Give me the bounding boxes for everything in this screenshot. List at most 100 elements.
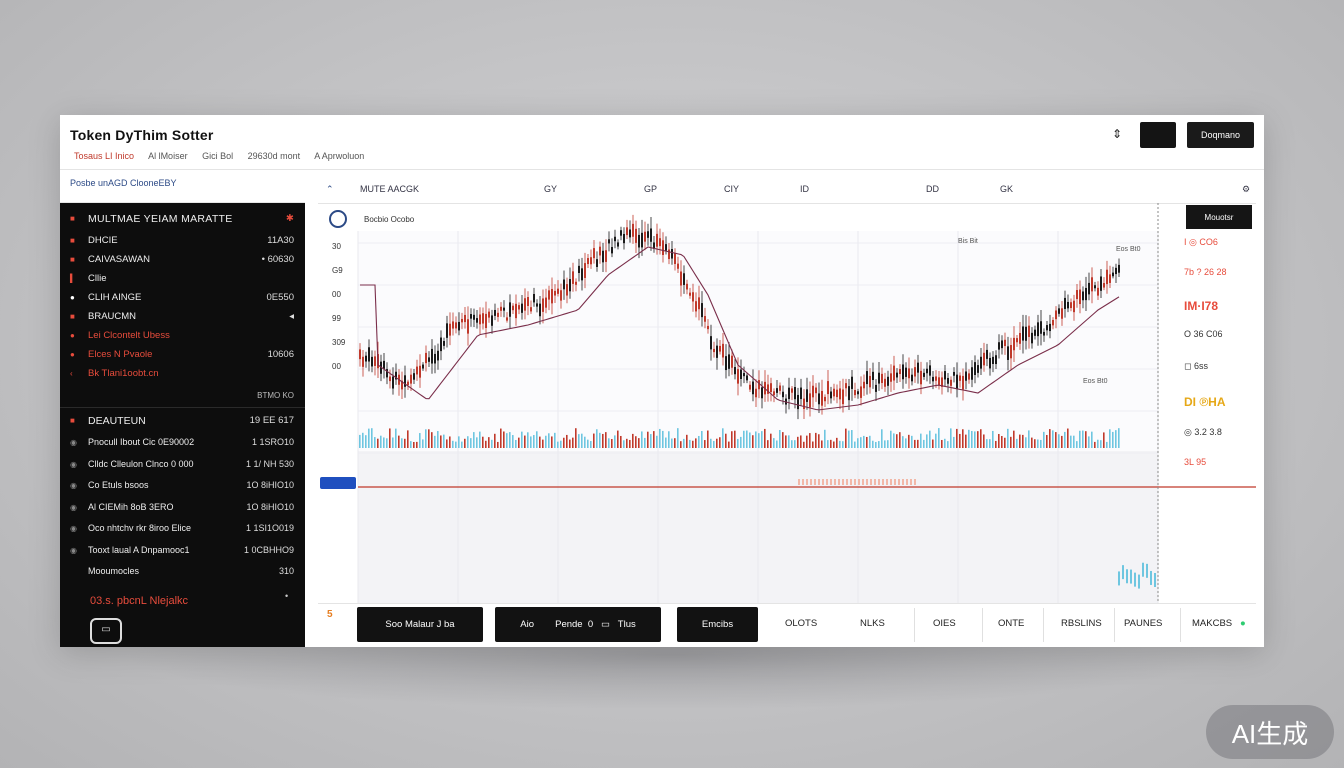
volume-bar [614,435,616,448]
indicator-bar [826,479,828,485]
header-action-button[interactable]: Doqmano [1187,122,1254,148]
sidebar-item[interactable]: ● Elces N Pvaole 10606 [60,347,305,365]
right-panel-row[interactable]: IM·I78 [1184,299,1219,313]
profile-button[interactable] [1140,122,1176,148]
sidebar-item[interactable]: ● CLIH AINGE 0E550 [60,290,305,308]
tab-4[interactable]: ONTE [998,618,1025,629]
candle-body [716,345,718,358]
sidebar-item[interactable]: Mooumocles 310 [60,564,305,582]
sidebar-item[interactable]: ◉ Co Etuls bsoos 1O 8iHIO10 [60,478,305,496]
candle-body [545,297,547,308]
tab-2[interactable]: NLKS [860,618,885,629]
right-panel-button[interactable]: Mouotsr [1186,205,1252,229]
chart-tool-1[interactable]: MUTE AACGK [360,184,420,194]
right-panel-row[interactable]: I ◎ CO6 [1184,237,1218,247]
sidebar-top-link[interactable]: Posbe unAGD ClooneEBY [70,178,177,188]
candle-body [488,311,490,318]
volume-bar [788,435,790,448]
sidebar-item[interactable]: ■ CAIVASAWAN • 60630 [60,252,305,270]
candle-body [743,373,745,377]
volume-bar [446,439,448,448]
right-panel-row[interactable]: ◎ 3.2 3.8 [1184,427,1222,437]
tab-divider [1114,608,1115,642]
candle-body [668,249,670,260]
tab-6[interactable]: PAUNES [1124,618,1163,629]
right-panel-row[interactable]: ◻ 6ss [1184,361,1208,371]
right-panel-row[interactable]: DI ℗HA [1184,395,1226,409]
right-panel-row[interactable]: O 36 C06 [1184,329,1223,339]
candle-body [908,368,910,379]
tab-5[interactable]: RBSLINS [1061,618,1102,629]
volume-bar [866,436,868,448]
indicator-bar [1138,574,1140,589]
bottom-button-2[interactable]: Aio Pende 0 ▭ Tlus [495,607,661,642]
sort-icon[interactable]: ⇕ [1112,127,1123,141]
volume-bar [464,438,466,448]
volume-bar [1034,439,1036,448]
indicator-bar [1150,570,1152,585]
volume-bar [593,433,595,448]
candle-body [521,303,523,313]
candle-body [425,352,427,364]
volume-bar [923,439,925,448]
tab-1[interactable]: OLOTS [785,618,818,629]
wallet-icon[interactable]: ▭ [90,618,122,644]
volume-bar [476,437,478,448]
candle-body [983,352,985,366]
candle-body [815,387,817,394]
candle-body [368,347,370,362]
chart-tool-5[interactable]: ID [800,184,809,194]
sidebar-item[interactable]: ◉ Clldc Clleulon Clnco 0 000 1 1/ NH 530 [60,457,305,475]
right-panel-row[interactable]: 3L 95 [1184,457,1207,467]
candle-body [515,303,517,319]
flag-icon[interactable]: ✱ [286,213,294,224]
candle-body [599,246,601,256]
volume-bar [422,439,424,448]
volume-bar [1085,431,1087,448]
volume-bar [899,432,901,448]
price-chart[interactable]: 30 G9 00 99 309 00 Bocbio Ocobo Bis Bit Eos Bt0 E… [318,203,1256,603]
candle-body [557,288,559,294]
candle-body [839,388,841,400]
bottom-button-1[interactable]: Soo Malaur J ba [357,607,483,642]
header: Token DyThim Sotter Tosaus LI Inico Al l… [60,115,1264,170]
volume-bar [824,429,826,448]
candle-body [581,268,583,281]
chart-tool-7[interactable]: GK [1000,184,1014,194]
candle-body [455,322,457,329]
candle-body [572,271,574,284]
sidebar-footer-text[interactable]: 03.s. pbcnL Nlejalkc [90,595,189,607]
chart-tool-3[interactable]: GP [644,184,658,194]
volume-bar [383,437,385,448]
bottom-button-3[interactable]: Emcibs [677,607,758,642]
bottom-bar: 5 Soo Malaur J ba Aio Pende 0 ▭ Tlus Emc… [318,603,1256,647]
chart-tool-6[interactable]: DD [926,184,939,194]
volume-bar [518,437,520,448]
sidebar-item[interactable]: ◉ Al CIEMih 8oB 3ERO 1O 8iHIO10 [60,500,305,518]
sidebar-item[interactable]: ■ DHCIE 11A30 [60,233,305,251]
tab-divider [914,608,915,642]
sidebar-item[interactable]: ◉ Oco nhtchv rkr 8iroo Elice 1 1SI1O019 [60,521,305,539]
right-panel-row[interactable]: 7b ? 26 28 [1184,267,1227,277]
chart-type-icon[interactable]: ⌃ [326,184,334,194]
y-tick-label: 00 [332,362,341,371]
candle-body [542,298,544,312]
settings-icon[interactable]: ⚙ [1242,184,1251,194]
candle-body [407,381,409,386]
sidebar-item[interactable]: ▍ Cllie [60,271,305,289]
sidebar-item[interactable]: ◉ Pnocull Ibout Cic 0E90002 1 1SRO10 [60,435,305,453]
candle-body [1082,291,1084,301]
chart-tool-4[interactable]: CIY [724,184,740,194]
sidebar-item[interactable]: ‹ Bk Tlani1oobt.cn [60,366,305,384]
candle-body [1034,329,1036,336]
tab-3[interactable]: OIES [933,618,956,629]
sidebar-item-label: Lei Clcontelt Ubess [88,330,170,341]
candle-body [986,349,988,359]
chart-tool-2[interactable]: GY [544,184,558,194]
candle-body [1061,308,1063,319]
tab-7[interactable]: MAKCBS [1192,618,1233,629]
sidebar-item[interactable]: ◉ Tooxt laual A Dnpamooc1 1 0CBHHO9 [60,543,305,561]
indicator-bar [894,479,896,485]
sidebar-item[interactable]: ■ BRAUCMN ◂ [60,309,305,327]
sidebar-item[interactable]: ● Lei Clcontelt Ubess [60,328,305,346]
